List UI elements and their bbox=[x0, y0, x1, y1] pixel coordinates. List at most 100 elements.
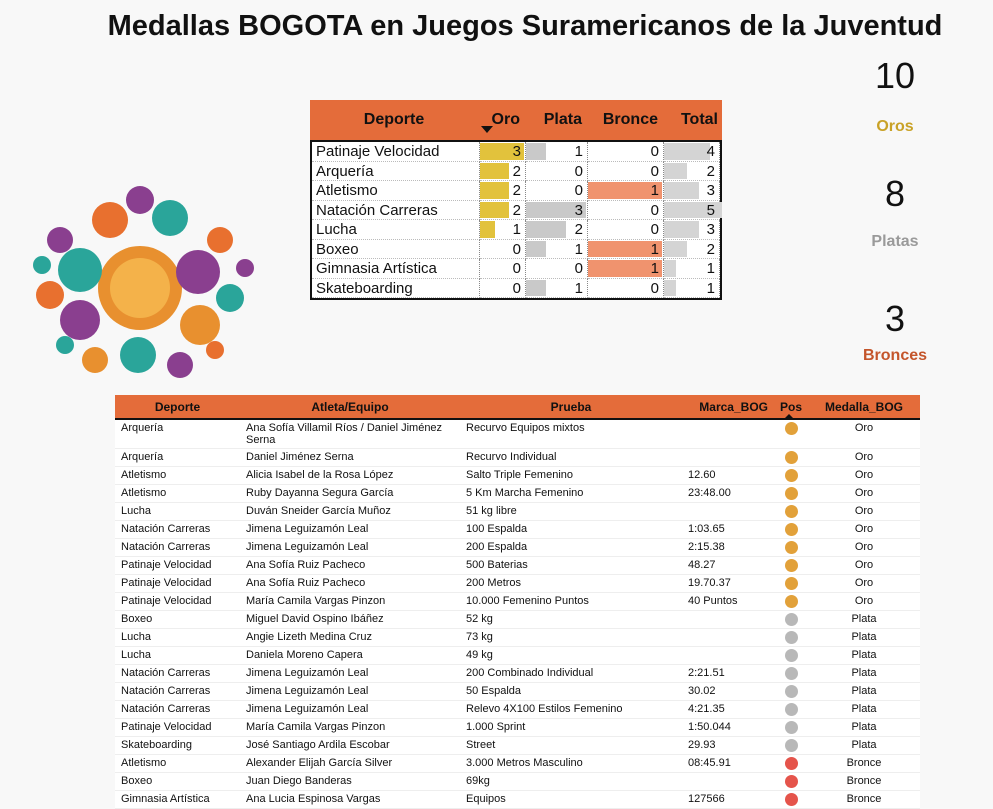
event-cell: 51 kg libre bbox=[466, 505, 517, 517]
sport-cell: Boxeo bbox=[121, 775, 153, 787]
data-bar bbox=[588, 240, 662, 257]
athlete-cell: Ana Lucia Espinosa Vargas bbox=[246, 793, 381, 805]
data-bar bbox=[664, 279, 676, 296]
athlete-cell: Ana Sofía Villamil Ríos / Daniel Jiménez… bbox=[246, 422, 443, 446]
summary-table: Deporte Oro Plata Bronce Total Patinaje Velo… bbox=[310, 100, 722, 300]
mark-cell bbox=[682, 420, 774, 448]
count: 0 bbox=[650, 221, 659, 238]
detail-row: Natación Carreras Jimena Leguizamón Leal R… bbox=[115, 701, 920, 719]
column-header: Pos bbox=[780, 399, 803, 414]
count: 5 bbox=[706, 201, 715, 219]
detail-row: Atletismo Alexander Elijah García Silver 3… bbox=[115, 755, 920, 773]
medal-cell: Oro bbox=[854, 469, 874, 481]
athlete-cell: Juan Diego Banderas bbox=[246, 775, 352, 787]
athlete-cell: Jimena Leguizamón Leal bbox=[246, 523, 369, 535]
medal-dot bbox=[784, 793, 798, 806]
event-cell: Salto Triple Femenino bbox=[466, 469, 573, 481]
sort-arrow bbox=[481, 126, 493, 133]
medal-count-cell: 1 bbox=[526, 239, 588, 259]
detail-row: Boxeo Juan Diego Banderas 69kg Bronce bbox=[115, 773, 920, 791]
summary-body: Patinaje Velocidad 3 1 0 4 Arquería 2 0 0 2 Atleti… bbox=[310, 140, 722, 300]
athlete-cell: Angie Lizeth Medina Cruz bbox=[246, 631, 372, 643]
sport-cell: Patinaje Velocidad bbox=[121, 577, 212, 589]
data-bar bbox=[526, 201, 586, 218]
medal-count-cell: 0 bbox=[588, 161, 664, 181]
sport-cell: Arquería bbox=[121, 451, 164, 463]
sport: Natación Carreras bbox=[316, 201, 438, 219]
medal-cell: Oro bbox=[854, 595, 874, 607]
position-cell bbox=[774, 791, 808, 808]
data-bar bbox=[480, 162, 510, 179]
medal-count-cell: 2 bbox=[480, 200, 526, 220]
position-cell bbox=[774, 539, 808, 556]
medal-cell: Oro bbox=[854, 577, 874, 589]
mark-cell: 23:48.00 bbox=[688, 487, 731, 499]
sport: Boxeo bbox=[316, 240, 359, 258]
sport: Gimnasia Artística bbox=[316, 260, 437, 277]
count: 3 bbox=[706, 221, 715, 238]
medal-count-cell: 0 bbox=[480, 278, 526, 298]
summary-row: Boxeo 0 1 1 2 bbox=[312, 239, 720, 259]
data-bar bbox=[664, 240, 688, 257]
mark-cell bbox=[682, 611, 774, 628]
data-bar bbox=[588, 182, 662, 199]
medal-dot bbox=[784, 631, 798, 644]
sport-cell: Patinaje Velocidad bbox=[312, 142, 480, 162]
count: 3 bbox=[574, 201, 583, 219]
detail-row: Patinaje Velocidad Ana Sofía Ruiz Pacheco… bbox=[115, 575, 920, 593]
kpi-label: Oros bbox=[876, 118, 914, 135]
event-cell: 69kg bbox=[466, 775, 490, 787]
medal-dot bbox=[784, 739, 798, 752]
position-cell bbox=[774, 420, 808, 448]
athlete-cell: María Camila Vargas Pinzon bbox=[246, 721, 386, 733]
medal-dot bbox=[784, 523, 798, 536]
medal-dot bbox=[784, 775, 798, 788]
medal-dot bbox=[784, 613, 798, 626]
data-bar bbox=[664, 201, 722, 218]
athlete-cell: Jimena Leguizamón Leal bbox=[246, 685, 369, 697]
position-cell bbox=[774, 503, 808, 520]
count: 1 bbox=[650, 182, 659, 199]
medal-dot bbox=[784, 703, 798, 716]
mark-cell: 30.02 bbox=[688, 685, 716, 697]
event-cell: 49 kg bbox=[466, 649, 493, 661]
count: 1 bbox=[574, 279, 583, 297]
event-cell: 73 kg bbox=[466, 631, 493, 643]
mark-cell bbox=[682, 647, 774, 664]
mark-cell: 1:03.65 bbox=[688, 523, 725, 535]
detail-row: Lucha Duván Sneider García Muñoz 51 kg lib… bbox=[115, 503, 920, 521]
medal-count-cell: 2 bbox=[664, 239, 720, 259]
column-header: Atleta/Equipo bbox=[311, 399, 389, 414]
medal-dot bbox=[784, 721, 798, 734]
medal-count-cell: 1 bbox=[588, 181, 664, 201]
column-header: Deporte bbox=[154, 399, 201, 414]
position-cell bbox=[774, 701, 808, 718]
medal-cell: Plata bbox=[851, 631, 877, 643]
medal-count-cell: 3 bbox=[664, 181, 720, 201]
medal-cell: Plata bbox=[851, 685, 877, 697]
medal-count-cell: 2 bbox=[480, 181, 526, 201]
athlete-cell: Ana Sofía Ruiz Pacheco bbox=[246, 577, 366, 589]
summary-row: Atletismo 2 0 1 3 bbox=[312, 181, 720, 201]
data-bar bbox=[526, 240, 546, 257]
medal-count-cell: 1 bbox=[526, 278, 588, 298]
medal-count-cell: 1 bbox=[664, 278, 720, 298]
position-cell bbox=[774, 665, 808, 682]
summary-row: Patinaje Velocidad 3 1 0 4 bbox=[312, 142, 720, 162]
event-cell: 1.000 Sprint bbox=[466, 721, 526, 733]
medal-count-cell: 2 bbox=[526, 220, 588, 240]
count: 0 bbox=[650, 279, 659, 297]
count: 3 bbox=[706, 182, 715, 199]
report-title: Medallas BOGOTA en Juegos Suramericanos … bbox=[107, 10, 943, 42]
count: 1 bbox=[650, 240, 659, 258]
medal-count-cell: 0 bbox=[526, 161, 588, 181]
data-bar bbox=[526, 143, 546, 160]
medal-dot bbox=[784, 595, 798, 608]
medal-cell: Oro bbox=[854, 451, 874, 463]
sport: Skateboarding bbox=[316, 279, 413, 297]
athlete-cell: Miguel David Ospino Ibáñez bbox=[246, 613, 384, 625]
position-cell bbox=[774, 467, 808, 484]
count: 0 bbox=[574, 182, 583, 199]
event-cell: 200 Metros bbox=[466, 577, 522, 589]
detail-row: Boxeo Miguel David Ospino Ibáñez 52 kg Plat… bbox=[115, 611, 920, 629]
